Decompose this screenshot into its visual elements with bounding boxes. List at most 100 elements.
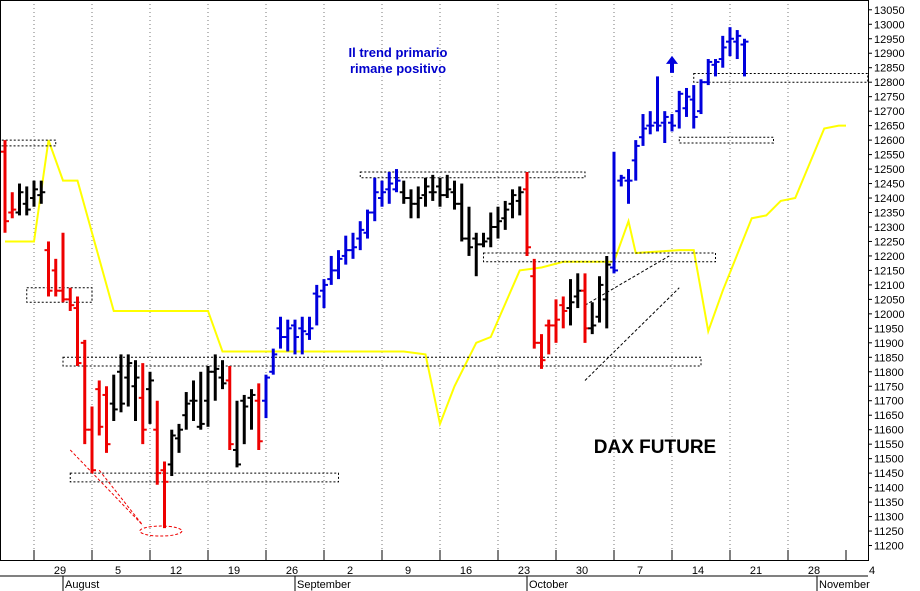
up-arrow-icon <box>666 55 678 73</box>
y-tick-label: 11550 <box>874 439 904 451</box>
x-day-label: 4 <box>869 565 875 577</box>
ohlc-bar <box>189 380 198 421</box>
support-resistance-zone <box>678 136 774 144</box>
trend-annotation: Il trend primario rimane positivo <box>349 45 448 76</box>
y-tick-label: 11400 <box>874 483 904 495</box>
ohlc-bar <box>88 406 96 474</box>
ohlc-bar <box>225 365 234 450</box>
x-month-label: August <box>65 579 99 591</box>
y-tick-label: 12300 <box>874 222 905 234</box>
trend-annotation-line: rimane positivo <box>350 61 446 76</box>
x-month-label: September <box>297 579 351 591</box>
ohlc-bar <box>73 296 82 366</box>
ohlc-bar <box>624 169 633 204</box>
ohlc-bar <box>610 151 618 274</box>
y-tick-label: 11900 <box>874 338 904 350</box>
y-tick-label: 12750 <box>874 92 905 104</box>
ohlc-bar <box>602 255 611 329</box>
ohlc-bar <box>305 316 314 340</box>
x-day-label: 29 <box>54 565 66 577</box>
ohlc-bar <box>102 386 111 453</box>
ohlc-bar <box>370 177 379 222</box>
ohlc-bar <box>8 192 17 219</box>
ohlc-bar <box>595 276 604 323</box>
ohlc-bar <box>704 59 713 86</box>
low-point-ellipse <box>139 525 183 537</box>
ohlc-bar <box>356 221 365 251</box>
ohlc-bar <box>320 279 328 309</box>
ohlc-bar <box>421 177 430 207</box>
y-tick-label: 12350 <box>874 208 905 220</box>
ohlc-bar <box>385 171 394 204</box>
ohlc-bar <box>66 287 75 311</box>
y-tick-label: 12200 <box>874 251 905 263</box>
ohlc-bar <box>501 200 510 230</box>
y-tick-label: 12700 <box>874 106 905 118</box>
y-tick-label: 12950 <box>874 34 905 46</box>
y-tick-label: 11300 <box>874 512 904 524</box>
x-day-label: 16 <box>460 565 472 577</box>
y-tick-label: 11500 <box>874 454 904 466</box>
ohlc-bar <box>479 232 488 248</box>
ohlc-bar <box>414 186 423 219</box>
ohlc-bar <box>334 250 343 280</box>
ohlc-bar <box>37 180 46 204</box>
y-tick-label: 11250 <box>874 526 904 538</box>
ohlc-bar <box>117 354 125 413</box>
ohlc-bar <box>515 186 524 216</box>
y-tick-label: 11700 <box>874 396 904 408</box>
ohlc-bar <box>262 374 270 419</box>
ohlc-bar <box>378 180 386 207</box>
y-tick-label: 12850 <box>874 63 905 75</box>
y-tick-label: 12550 <box>874 150 905 162</box>
trend-annotation-line: Il trend primario <box>349 45 448 60</box>
ohlc-bar <box>175 423 183 453</box>
x-day-label: 14 <box>692 565 704 577</box>
y-tick-label: 11950 <box>874 323 904 335</box>
y-tick-label: 11750 <box>874 381 904 393</box>
ohlc-bar <box>283 319 292 352</box>
ohlc-bar <box>22 186 31 216</box>
ohlc-bar <box>160 461 169 529</box>
x-day-label: 7 <box>637 565 643 577</box>
x-day-label: 21 <box>750 565 762 577</box>
ohlc-bar <box>631 140 640 181</box>
y-tick-label: 11800 <box>874 367 904 379</box>
ohlc-bar <box>682 87 691 117</box>
ohlc-bar <box>559 296 568 329</box>
ohlc-bar <box>552 299 560 343</box>
x-day-label: 28 <box>808 565 820 577</box>
ohlc-bar <box>153 400 162 485</box>
x-month-label: November <box>819 579 870 591</box>
x-day-label: 12 <box>170 565 182 577</box>
y-tick-label: 11200 <box>874 541 904 553</box>
ohlc-bar <box>660 111 669 143</box>
x-day-label: 23 <box>518 565 530 577</box>
ohlc-bar <box>639 114 647 146</box>
support-resistance-zone <box>62 356 702 367</box>
ohlc-bar <box>254 383 263 450</box>
ohlc-bar <box>312 284 321 326</box>
ohlc-bar <box>247 389 256 430</box>
ohlc-bar <box>269 348 278 375</box>
y-tick-label: 11450 <box>874 468 904 480</box>
ohlc-bar <box>443 174 452 199</box>
y-tick-label: 13000 <box>874 19 905 31</box>
ohlc-bar <box>291 319 299 355</box>
ohlc-bar <box>95 380 104 436</box>
support-resistance-zone <box>693 73 869 83</box>
x-month-label: October <box>529 579 568 591</box>
support-resistance-zone <box>26 287 93 303</box>
plot-frame <box>0 0 869 561</box>
ohlc-bar <box>349 232 357 259</box>
support-resistance-zone <box>483 252 716 263</box>
ohlc-bar <box>566 279 575 326</box>
y-tick-label: 13050 <box>874 5 905 17</box>
ohlc-bar <box>523 171 531 256</box>
x-day-label: 30 <box>576 565 588 577</box>
y-tick-label: 11350 <box>874 497 904 509</box>
ohlc-bar <box>233 400 241 468</box>
y-tick-label: 12600 <box>874 135 905 147</box>
